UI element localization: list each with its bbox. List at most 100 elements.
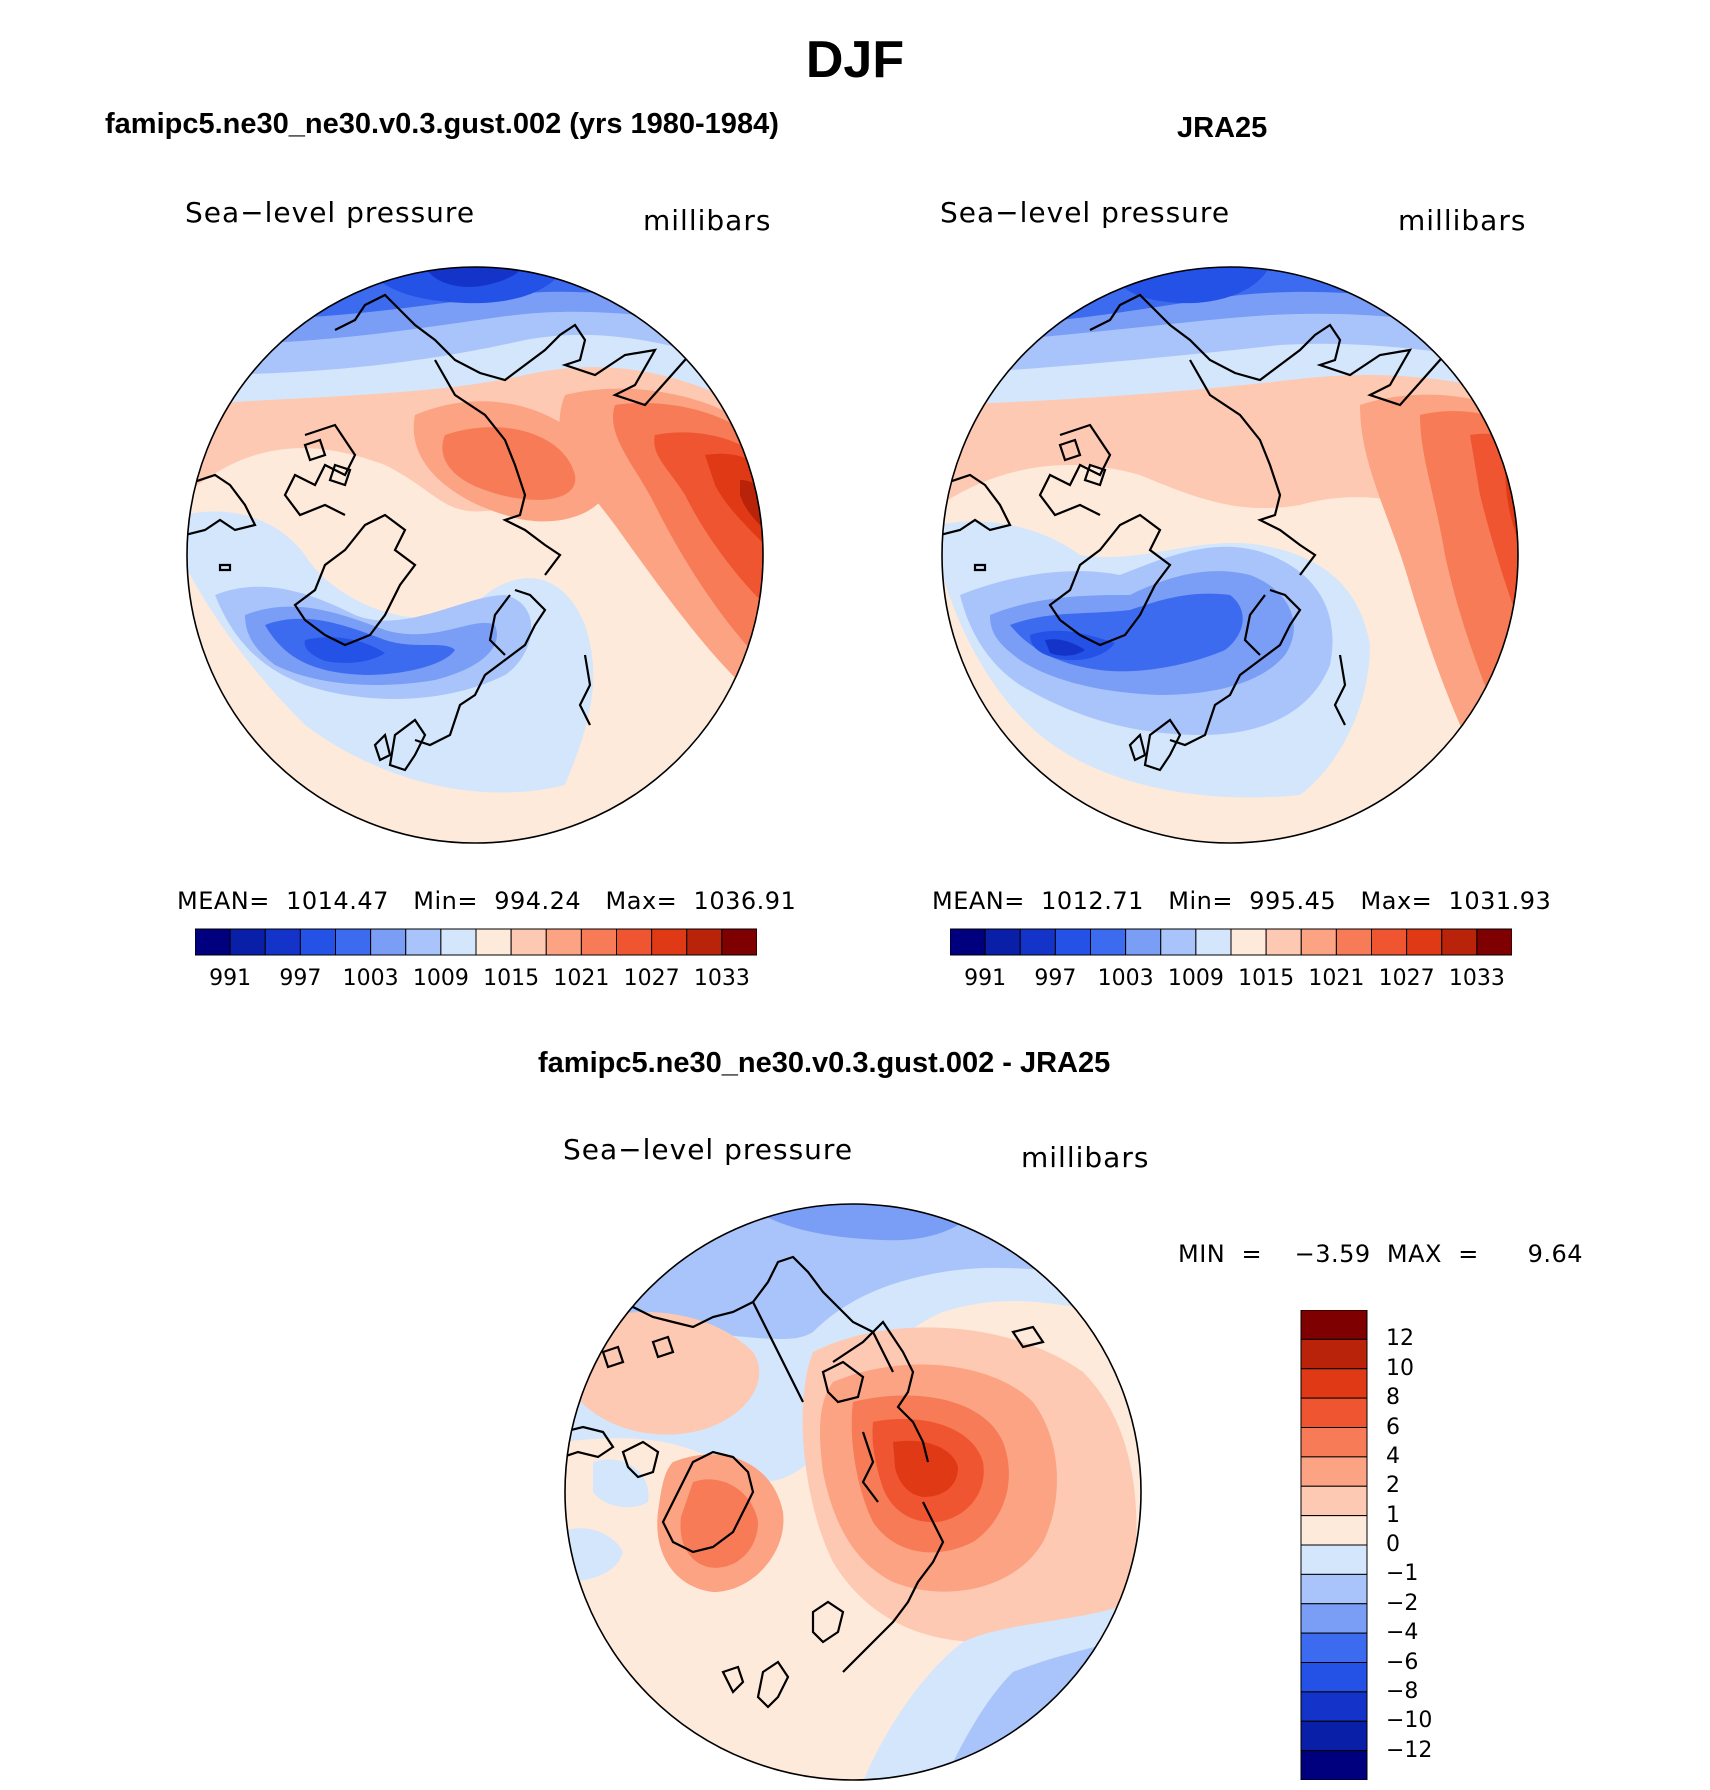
panel-3-coastlines — [565, 1255, 1100, 1709]
colorbar-swatch — [1054, 928, 1092, 956]
colorbar-swatch — [616, 928, 653, 956]
colorbar-tick-label: 1033 — [1448, 966, 1505, 991]
colorbar-tick-label: 0 — [1386, 1532, 1400, 1557]
colorbar-swatch — [1300, 1544, 1368, 1575]
colorbar-swatch — [1125, 928, 1162, 956]
colorbar-swatch — [545, 928, 582, 956]
colorbar-tick-label: 1009 — [1167, 966, 1224, 991]
colorbar-swatch — [1300, 1632, 1368, 1664]
panel-3-title: famipc5.ne30_ne30.v0.3.gust.002 - JRA25 — [538, 1047, 1111, 1079]
colorbar-tick-label: 1015 — [1238, 966, 1295, 991]
panel-1-stats: MEAN= 1014.47 Min= 994.24 Max= 1036.91 — [177, 887, 797, 915]
colorbar-swatch — [1300, 1338, 1368, 1370]
colorbar-tick-label: 997 — [1034, 966, 1077, 991]
panel-1-colorbar — [195, 928, 757, 956]
colorbar-swatch — [950, 928, 986, 956]
colorbar-swatch — [370, 928, 407, 956]
colorbar-swatch — [1265, 928, 1302, 956]
colorbar-tick-label: 10 — [1386, 1355, 1414, 1381]
colorbar-tick-label: 1003 — [1097, 966, 1154, 991]
panel-3-stats: MIN = −3.59 MAX = 9.64 — [1178, 1240, 1584, 1268]
panel-2-contour-field — [942, 267, 1518, 843]
panel-3-variable-label: Sea−level pressure — [563, 1133, 854, 1166]
colorbar-tick-label: 8 — [1386, 1385, 1400, 1411]
colorbar-swatch — [299, 928, 337, 956]
colorbar-tick-label: −2 — [1386, 1590, 1419, 1616]
colorbar-swatch — [510, 928, 547, 956]
panel-3-map-border — [564, 1203, 1142, 1781]
colorbar-swatch — [1160, 928, 1197, 956]
colorbar-tick-label: 1003 — [342, 966, 399, 991]
panel-2-title: JRA25 — [1177, 112, 1268, 144]
colorbar-swatch — [651, 928, 688, 956]
colorbar-swatch — [1406, 928, 1443, 956]
colorbar-tick-label: 1021 — [553, 966, 610, 991]
colorbar-swatch — [1300, 928, 1337, 956]
colorbar-swatch — [1335, 928, 1373, 956]
panel-3-polar-map — [564, 1203, 1142, 1781]
colorbar-tick-label: 1009 — [412, 966, 469, 991]
colorbar-swatch — [1371, 928, 1408, 956]
colorbar-swatch — [1300, 1485, 1368, 1517]
colorbar-swatch — [1300, 1368, 1368, 1399]
colorbar-tick-label: −8 — [1386, 1678, 1419, 1704]
colorbar-swatch — [195, 928, 231, 956]
colorbar-swatch — [1195, 928, 1232, 956]
colorbar-swatch — [1441, 928, 1478, 956]
panel-3-contour-field — [565, 1204, 1141, 1780]
colorbar-tick-label: 6 — [1386, 1414, 1400, 1440]
colorbar-swatch — [1300, 1397, 1368, 1429]
colorbar-swatch — [1300, 1603, 1368, 1634]
colorbar-swatch — [984, 928, 1021, 956]
panel-3-colorbar — [1300, 1310, 1368, 1780]
colorbar-swatch — [335, 928, 372, 956]
panel-2-colorbar — [950, 928, 1512, 956]
colorbar-tick-label: 1021 — [1308, 966, 1365, 991]
panel-2-polar-map — [941, 266, 1519, 844]
colorbar-swatch — [1019, 928, 1056, 956]
panel-1-units-label: millibars — [643, 204, 772, 237]
panel-1-map-border — [186, 266, 764, 844]
colorbar-swatch — [1300, 1720, 1368, 1752]
colorbar-swatch — [229, 928, 266, 956]
colorbar-swatch — [1300, 1310, 1368, 1340]
colorbar-tick-label: 1027 — [623, 966, 680, 991]
colorbar-tick-label: 12 — [1386, 1326, 1414, 1352]
colorbar-swatch — [405, 928, 442, 956]
colorbar-swatch — [1300, 1456, 1368, 1487]
panel-1-colorbar-ticks: 991 997 1003 1009 1015 1021 1027 1033 — [195, 966, 757, 996]
colorbar-tick-label: −10 — [1386, 1708, 1433, 1734]
colorbar-tick-label: 997 — [279, 966, 322, 991]
colorbar-tick-label: 1033 — [693, 966, 750, 991]
colorbar-swatch — [264, 928, 301, 956]
figure-title: DJF — [805, 31, 905, 89]
panel-2-variable-label: Sea−level pressure — [940, 196, 1231, 229]
colorbar-swatch — [1476, 928, 1512, 956]
colorbar-tick-label: 1027 — [1378, 966, 1435, 991]
colorbar-swatch — [1300, 1750, 1368, 1780]
colorbar-tick-label: 2 — [1386, 1473, 1400, 1499]
colorbar-tick-label: 4 — [1386, 1443, 1400, 1469]
colorbar-tick-label: −1 — [1386, 1561, 1419, 1587]
panel-2-colorbar-ticks: 991 997 1003 1009 1015 1021 1027 1033 — [950, 966, 1512, 996]
colorbar-swatch — [580, 928, 618, 956]
colorbar-swatch — [1300, 1515, 1368, 1546]
colorbar-swatch — [1300, 1427, 1368, 1458]
panel-2-map-border — [941, 266, 1519, 844]
colorbar-swatch — [1300, 1573, 1368, 1605]
colorbar-swatch — [721, 928, 757, 956]
colorbar-tick-label: 1 — [1386, 1502, 1400, 1528]
colorbar-tick-label: 991 — [964, 966, 1007, 991]
colorbar-tick-label: −6 — [1386, 1649, 1419, 1675]
colorbar-tick-label: 991 — [209, 966, 252, 991]
colorbar-tick-label: −12 — [1386, 1737, 1433, 1763]
colorbar-swatch — [686, 928, 723, 956]
panel-1-coastlines — [187, 293, 706, 772]
colorbar-swatch — [1090, 928, 1127, 956]
colorbar-swatch — [1300, 1691, 1368, 1722]
panel-2-units-label: millibars — [1398, 204, 1527, 237]
colorbar-tick-label: 1015 — [483, 966, 540, 991]
colorbar-swatch — [1230, 928, 1267, 956]
panel-1-variable-label: Sea−level pressure — [185, 196, 476, 229]
colorbar-swatch — [475, 928, 512, 956]
